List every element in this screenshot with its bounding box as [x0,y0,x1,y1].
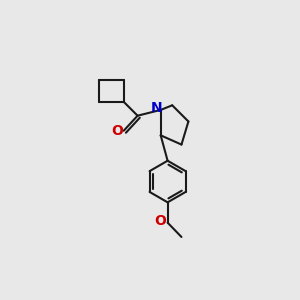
Text: O: O [155,214,167,229]
Text: N: N [151,101,162,115]
Text: O: O [111,124,123,138]
